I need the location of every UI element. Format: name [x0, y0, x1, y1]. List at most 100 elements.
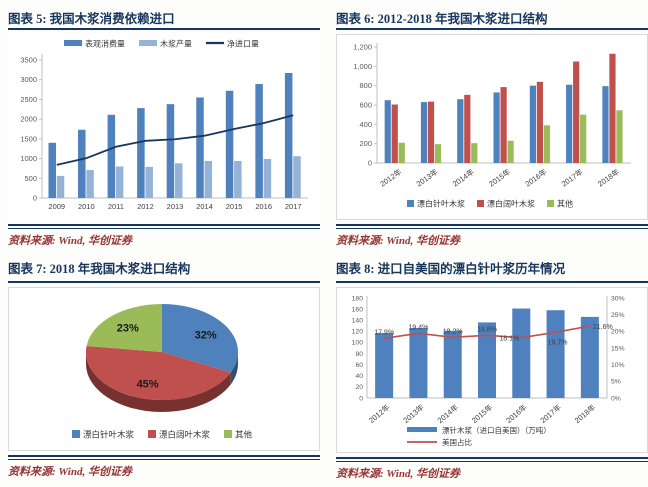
svg-text:漂白针叶木浆: 漂白针叶木浆 — [83, 430, 135, 440]
svg-text:100: 100 — [352, 340, 364, 347]
fig6-legend-item: 其他 — [547, 199, 573, 209]
svg-text:2017: 2017 — [285, 202, 302, 211]
svg-text:0%: 0% — [611, 395, 621, 402]
svg-text:18.8%: 18.8% — [477, 326, 497, 333]
svg-text:1500: 1500 — [20, 135, 37, 144]
svg-text:3500: 3500 — [20, 56, 37, 65]
svg-text:2012年: 2012年 — [366, 402, 391, 426]
svg-text:1000: 1000 — [20, 154, 37, 163]
figure-7-separator — [8, 455, 320, 460]
figure-5-separator — [8, 224, 320, 229]
svg-text:45%: 45% — [137, 378, 159, 390]
svg-text:2013年: 2013年 — [414, 166, 440, 188]
pie-slice — [85, 345, 231, 400]
svg-text:21.6%: 21.6% — [593, 324, 613, 331]
svg-text:19.4%: 19.4% — [408, 324, 428, 331]
figure-6-source: 资料来源: Wind, 华创证券 — [336, 235, 460, 247]
svg-text:32%: 32% — [195, 330, 217, 342]
figure-6-title: 图表 6: 2012-2018 年我国木浆进口结构 — [336, 6, 648, 31]
fig5-legend-item: 净进口量 — [206, 39, 259, 49]
fig7-legend-item: 漂白针叶木浆 — [72, 430, 135, 440]
svg-text:漂针木浆（进口自美国）（万吨）: 漂针木浆（进口自美国）（万吨） — [442, 425, 551, 435]
svg-text:23%: 23% — [117, 323, 139, 335]
svg-text:美国占比: 美国占比 — [442, 437, 472, 447]
svg-text:80: 80 — [355, 351, 363, 358]
figure-6-separator — [336, 224, 648, 229]
svg-text:2015年: 2015年 — [487, 166, 513, 188]
svg-text:表观消费量: 表观消费量 — [85, 39, 125, 49]
figure-8: 图表 8: 进口自美国的漂白针叶浆历年情况 0 20 40 60 80 100 120 140… — [336, 256, 648, 482]
svg-text:2015年: 2015年 — [469, 402, 494, 426]
fig8-legend-item: 美国占比 — [407, 437, 472, 447]
figure-5-title: 图表 5: 我国木浆消费依赖进口 — [8, 6, 320, 31]
fig6-legend-item: 漂白阔叶木浆 — [477, 199, 535, 209]
fig8-legend-item: 漂针木浆（进口自美国）（万吨） — [407, 425, 551, 435]
figure-5: 图表 5: 我国木浆消费依赖进口 0 500 1000 1500 2000 2500 300… — [8, 6, 320, 248]
svg-text:18.2%: 18.2% — [443, 328, 463, 335]
svg-text:120: 120 — [352, 329, 364, 336]
fig5-legend-item: 木浆产量 — [139, 39, 192, 49]
svg-text:2012年: 2012年 — [378, 166, 404, 188]
svg-text:17.9%: 17.9% — [374, 329, 394, 336]
figure-5-source: 资料来源: Wind, 华创证券 — [8, 235, 132, 247]
svg-text:1,000: 1,000 — [353, 62, 372, 71]
figure-8-source: 资料来源: Wind, 华创证券 — [336, 468, 460, 480]
svg-text:2014年: 2014年 — [450, 166, 476, 188]
svg-text:19.7%: 19.7% — [548, 339, 568, 346]
svg-text:2013: 2013 — [167, 202, 184, 211]
fig6-legend-item: 漂白针叶木浆 — [407, 199, 465, 209]
svg-text:160: 160 — [352, 306, 364, 313]
fig7-legend-item: 漂白阔叶木浆 — [148, 430, 211, 440]
svg-text:2014: 2014 — [196, 202, 213, 211]
figure-8-svg: 0 20 40 60 80 100 120 140 160 180 0% 5% 10% 15% 20% 25%… — [352, 295, 625, 447]
svg-text:500: 500 — [24, 174, 37, 183]
svg-text:漂白阔叶木浆: 漂白阔叶木浆 — [159, 430, 211, 440]
svg-text:2014年: 2014年 — [435, 402, 460, 426]
svg-text:10%: 10% — [611, 362, 625, 369]
svg-text:2012: 2012 — [137, 202, 154, 211]
svg-text:2017年: 2017年 — [538, 402, 563, 426]
svg-text:2018年: 2018年 — [595, 166, 621, 188]
figure-6-chart-panel: 0 200 400 600 800 1,000 1,200 2012年 2013年 2014年 20… — [336, 34, 648, 221]
svg-text:20: 20 — [355, 384, 363, 391]
figures-grid: 图表 5: 我国木浆消费依赖进口 0 500 1000 1500 2000 2500 300… — [8, 6, 648, 482]
figure-7: 图表 7: 2018 年我国木浆进口结构 32% 45% 23% 漂白针叶木浆 漂白阔叶… — [8, 256, 320, 482]
svg-text:2017年: 2017年 — [559, 166, 585, 188]
figure-8-separator — [336, 457, 648, 462]
figure-6: 图表 6: 2012-2018 年我国木浆进口结构 0 200 400 600 800 1… — [336, 6, 648, 248]
svg-text:1,200: 1,200 — [353, 43, 372, 52]
svg-text:2016年: 2016年 — [523, 166, 549, 188]
fig5-bars — [48, 73, 301, 199]
svg-text:2015: 2015 — [226, 202, 243, 211]
svg-text:2000: 2000 — [20, 115, 37, 124]
svg-text:180: 180 — [352, 295, 364, 302]
figure-5-svg: 0 500 1000 1500 2000 2500 3000 3500 2009 2010 2011… — [20, 39, 308, 211]
svg-text:30%: 30% — [611, 295, 625, 302]
svg-text:漂白针叶木浆: 漂白针叶木浆 — [417, 199, 465, 209]
figure-5-chart-panel: 0 500 1000 1500 2000 2500 3000 3500 2009 2010 2011… — [8, 34, 320, 221]
figure-7-chart-panel: 32% 45% 23% 漂白针叶木浆 漂白阔叶木浆 其他 — [8, 287, 320, 451]
svg-text:2018年: 2018年 — [572, 402, 597, 426]
svg-text:25%: 25% — [611, 312, 625, 319]
fig7-legend-item: 其他 — [224, 430, 253, 440]
svg-text:2016: 2016 — [255, 202, 272, 211]
fig5-legend-item: 表观消费量 — [64, 39, 125, 49]
svg-text:400: 400 — [359, 120, 372, 129]
svg-text:60: 60 — [355, 362, 363, 369]
svg-text:200: 200 — [359, 139, 372, 148]
figure-7-title: 图表 7: 2018 年我国木浆进口结构 — [8, 256, 320, 283]
svg-text:600: 600 — [359, 101, 372, 110]
svg-text:2009: 2009 — [48, 202, 65, 211]
svg-text:15%: 15% — [611, 345, 625, 352]
svg-text:2500: 2500 — [20, 95, 37, 104]
svg-text:0: 0 — [33, 194, 37, 203]
svg-text:2016年: 2016年 — [504, 402, 529, 426]
svg-text:净进口量: 净进口量 — [227, 39, 259, 49]
svg-text:18.1%: 18.1% — [499, 336, 519, 343]
svg-text:其他: 其他 — [557, 199, 573, 209]
svg-text:140: 140 — [352, 318, 364, 325]
svg-text:2013年: 2013年 — [401, 402, 426, 426]
figure-8-chart-panel: 0 20 40 60 80 100 120 140 160 180 0% 5% 10% 15% 20% 25%… — [336, 287, 648, 453]
svg-text:3000: 3000 — [20, 75, 37, 84]
